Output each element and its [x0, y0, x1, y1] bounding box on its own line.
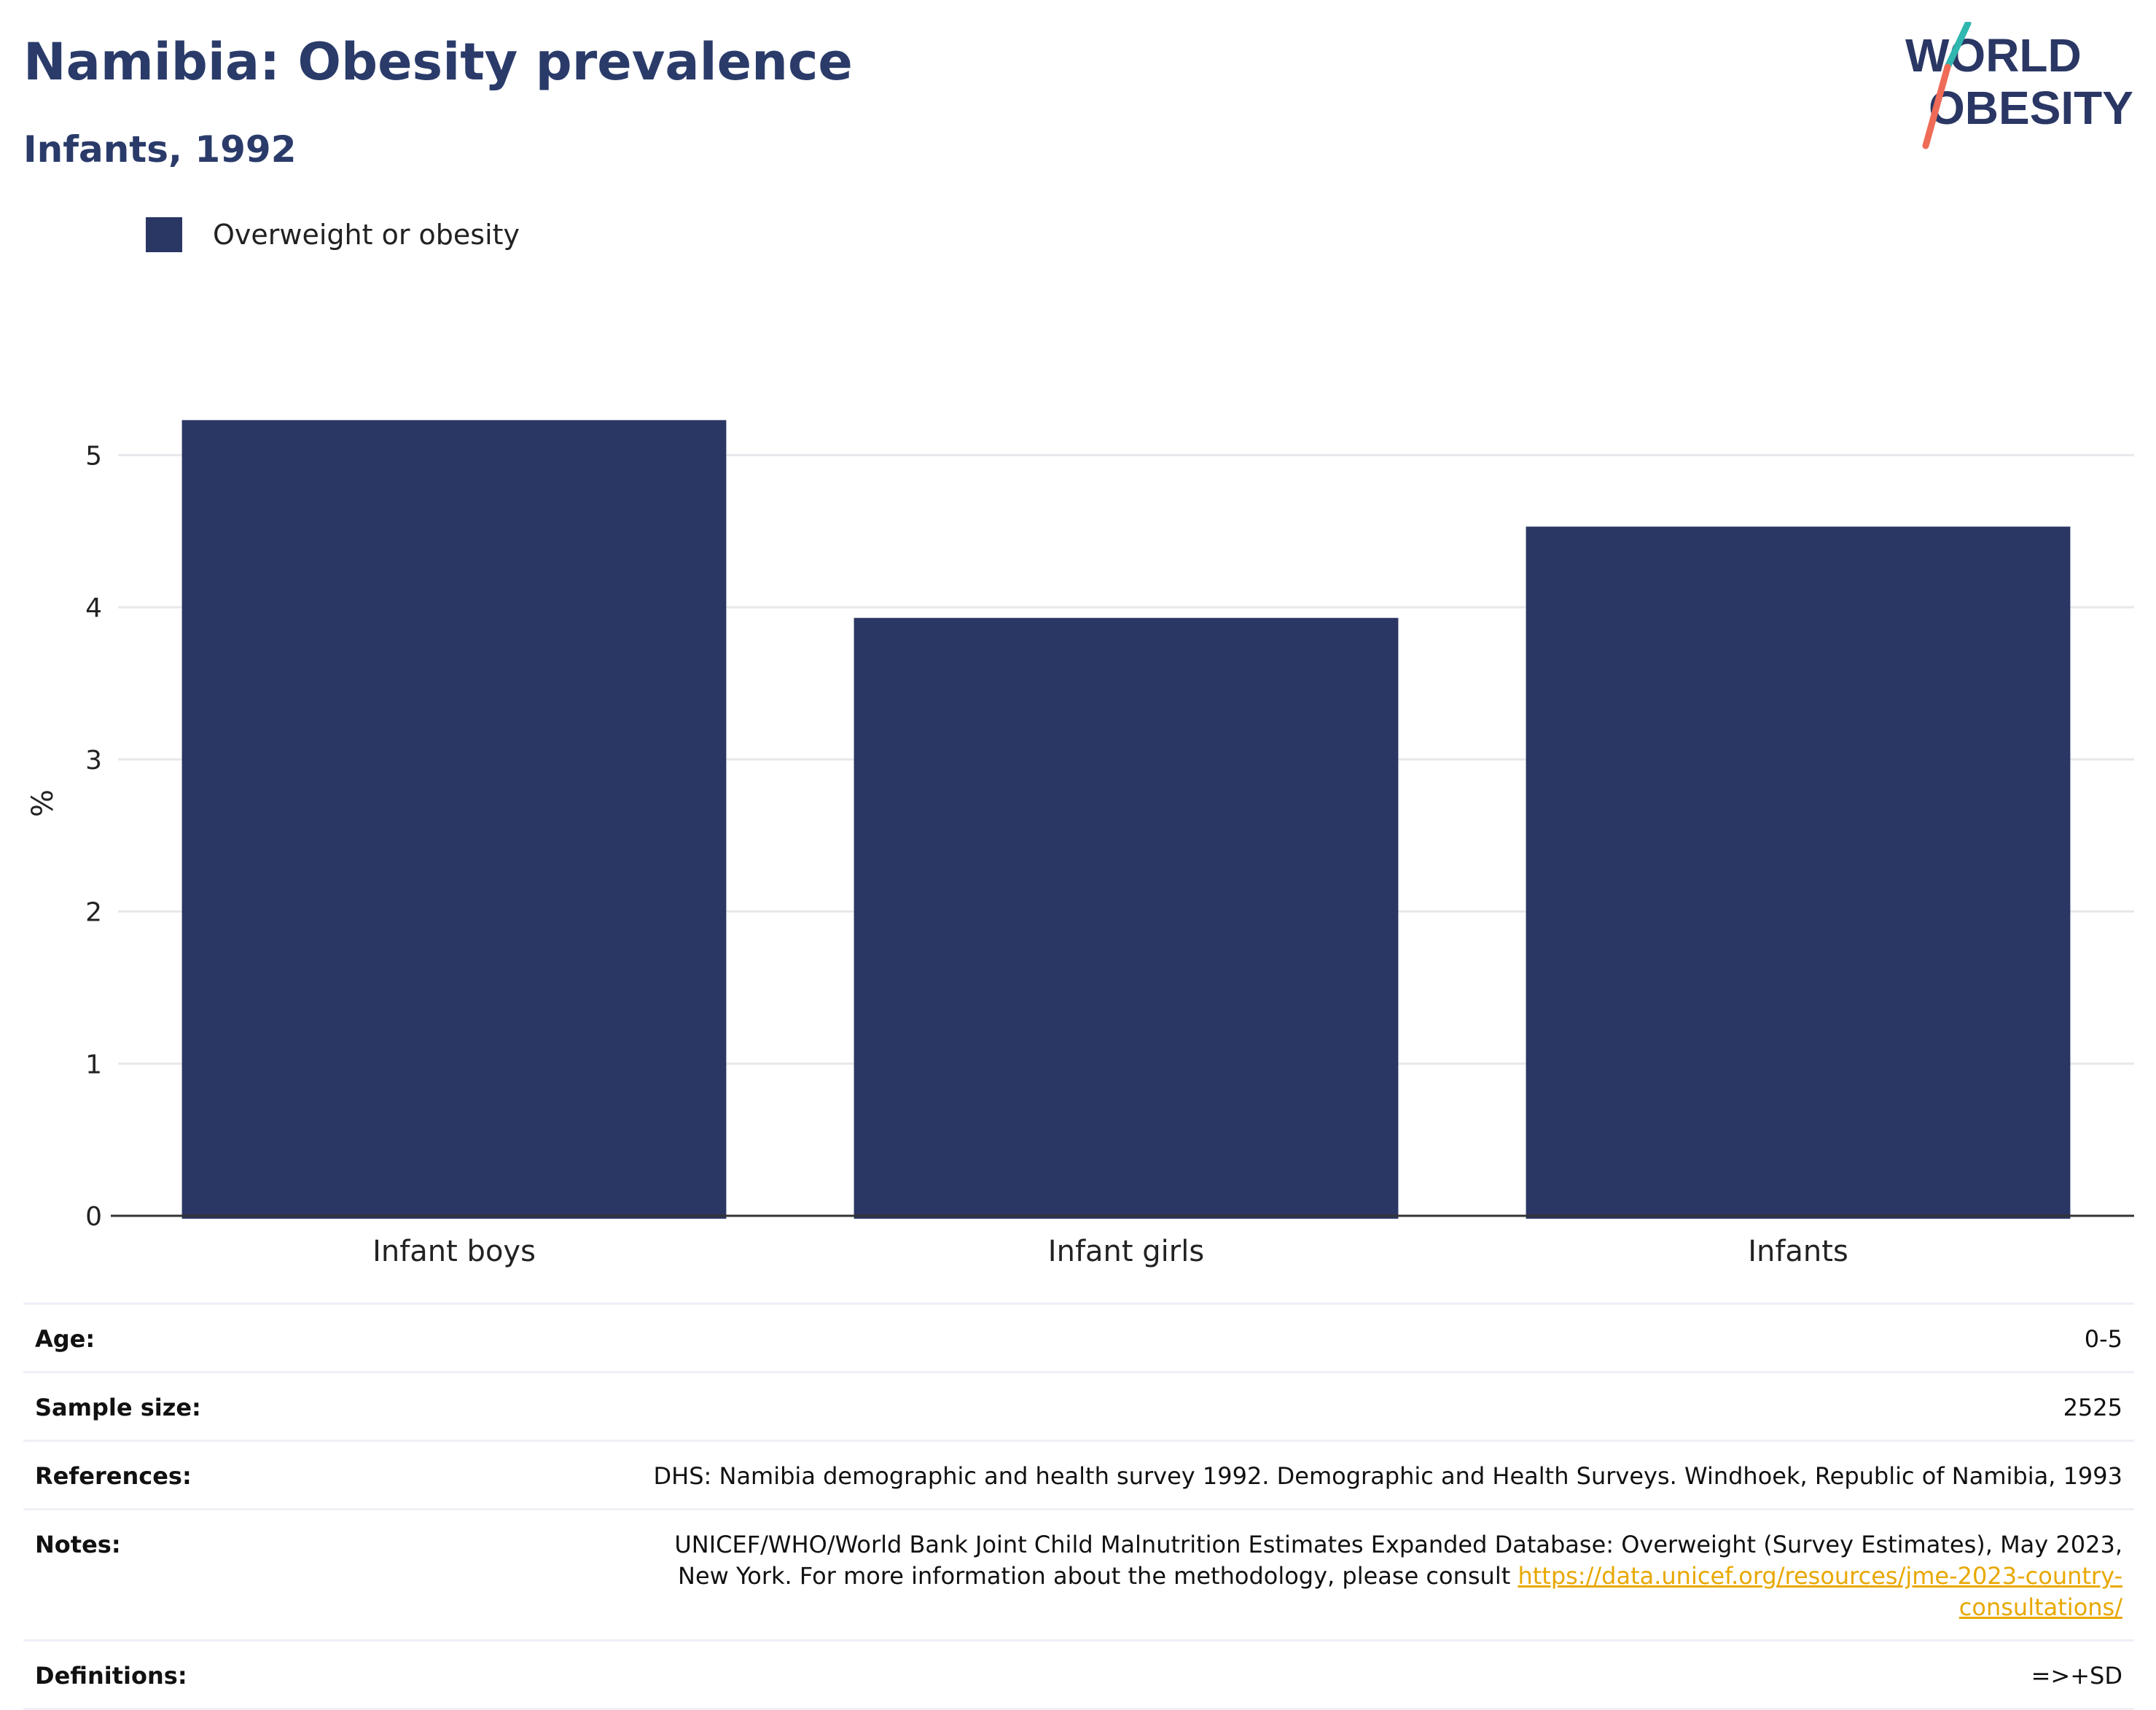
y-tick-label: 1 — [85, 1050, 102, 1080]
legend-swatch — [146, 217, 182, 252]
x-tick-label: Infant girls — [1048, 1235, 1204, 1268]
x-tick-label: Infants — [1748, 1235, 1848, 1268]
y-tick-label: 4 — [85, 593, 102, 623]
meta-value-references: DHS: Namibia demographic and health surv… — [653, 1462, 2122, 1490]
bar — [1526, 526, 2071, 1219]
metadata-table: Age: 0-5 Sample size: 2525 References: D… — [23, 1303, 2134, 1710]
chart-title: Namibia: Obesity prevalence — [23, 32, 853, 92]
meta-key-notes: Notes: — [35, 1531, 121, 1558]
chart-legend: Overweight or obesity — [146, 217, 520, 252]
bar-chart: 0 1 2 3 4 5% Infant boys Infant girls Infants — [26, 420, 2134, 1268]
chart-subtitle: Infants, 1992 — [23, 128, 297, 171]
meta-row-references: References: DHS: Namibia demographic and… — [23, 1442, 2134, 1510]
meta-key-definitions: Definitions: — [35, 1662, 187, 1690]
y-tick-label: 2 — [85, 898, 102, 928]
bar — [181, 420, 727, 1219]
meta-row-definitions: Definitions: =>+SD — [23, 1641, 2134, 1710]
y-tick-label: 0 — [85, 1202, 102, 1232]
meta-key-references: References: — [35, 1462, 192, 1490]
notes-link[interactable]: https://data.unicef.org/resources/jme-20… — [1518, 1562, 2122, 1621]
x-tick-label: Infant boys — [372, 1235, 536, 1268]
notes-text: UNICEF/WHO/World Bank Joint Child Malnut… — [674, 1531, 2122, 1590]
y-axis-label: % — [26, 789, 60, 817]
bar — [854, 617, 1399, 1219]
logo-line1: WORLD — [1905, 29, 2082, 82]
meta-row-notes: Notes: UNICEF/WHO/World Bank Joint Child… — [23, 1510, 2134, 1641]
meta-value-age: 0-5 — [2084, 1325, 2122, 1353]
legend-label: Overweight or obesity — [213, 219, 520, 251]
meta-value-notes: UNICEF/WHO/World Bank Joint Child Malnut… — [628, 1529, 2122, 1623]
y-tick-label: 5 — [85, 441, 102, 471]
meta-row-sample-size: Sample size: 2525 — [23, 1373, 2134, 1442]
world-obesity-logo: WORLD OBESITY — [1905, 22, 2133, 149]
logo-line2: OBESITY — [1929, 82, 2133, 134]
meta-key-age: Age: — [35, 1325, 95, 1353]
meta-value-definitions: =>+SD — [2031, 1662, 2122, 1690]
meta-row-age: Age: 0-5 — [23, 1305, 2134, 1373]
meta-value-sample-size: 2525 — [2063, 1394, 2122, 1421]
meta-key-sample-size: Sample size: — [35, 1394, 201, 1421]
y-tick-label: 3 — [85, 746, 102, 776]
